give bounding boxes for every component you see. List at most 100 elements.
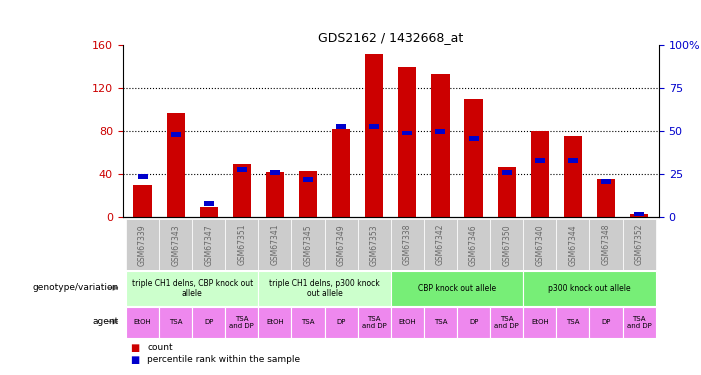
- Bar: [431, 74, 449, 217]
- Text: percentile rank within the sample: percentile rank within the sample: [147, 356, 300, 364]
- Bar: [126, 307, 159, 338]
- Text: DP: DP: [336, 319, 346, 325]
- Bar: [369, 124, 379, 129]
- Bar: [332, 129, 350, 218]
- Bar: [622, 219, 655, 270]
- Bar: [568, 158, 578, 163]
- Bar: [325, 307, 358, 338]
- Text: TSA: TSA: [169, 319, 182, 325]
- Bar: [200, 207, 218, 218]
- Bar: [468, 136, 479, 141]
- Text: genotype/variation: genotype/variation: [33, 284, 119, 292]
- Bar: [502, 170, 512, 175]
- Text: GSM67345: GSM67345: [304, 224, 313, 266]
- Text: TSA: TSA: [301, 319, 315, 325]
- Bar: [523, 219, 557, 270]
- Bar: [402, 130, 412, 135]
- Bar: [237, 167, 247, 172]
- Text: agent: agent: [93, 317, 119, 326]
- Bar: [634, 211, 644, 216]
- Title: GDS2162 / 1432668_at: GDS2162 / 1432668_at: [318, 31, 463, 44]
- Text: GSM67340: GSM67340: [536, 224, 544, 266]
- Bar: [225, 307, 259, 338]
- Bar: [630, 214, 648, 217]
- Text: DP: DP: [601, 319, 611, 325]
- Bar: [167, 113, 185, 218]
- Text: ■: ■: [130, 343, 139, 353]
- Text: GSM67350: GSM67350: [502, 224, 511, 266]
- Bar: [270, 170, 280, 175]
- Bar: [424, 307, 457, 338]
- Text: GSM67351: GSM67351: [238, 224, 246, 266]
- Text: TSA: TSA: [434, 319, 447, 325]
- Text: TSA: TSA: [566, 319, 580, 325]
- Text: GSM67349: GSM67349: [336, 224, 346, 266]
- Text: ■: ■: [130, 355, 139, 365]
- Bar: [523, 271, 655, 306]
- Bar: [137, 174, 147, 178]
- Text: triple CH1 delns, CBP knock out
allele: triple CH1 delns, CBP knock out allele: [132, 279, 253, 298]
- Bar: [365, 54, 383, 217]
- Bar: [435, 129, 445, 134]
- Text: GSM67341: GSM67341: [271, 224, 280, 266]
- Text: count: count: [147, 344, 173, 352]
- Text: GSM67338: GSM67338: [403, 224, 412, 266]
- Bar: [535, 158, 545, 163]
- Bar: [159, 307, 192, 338]
- Text: EtOH: EtOH: [134, 319, 151, 325]
- Bar: [225, 219, 259, 270]
- Bar: [336, 124, 346, 129]
- Bar: [170, 132, 181, 137]
- Bar: [424, 219, 457, 270]
- Bar: [126, 219, 159, 270]
- Text: GSM67342: GSM67342: [436, 224, 445, 266]
- Bar: [557, 307, 590, 338]
- Text: DP: DP: [204, 319, 213, 325]
- Text: p300 knock out allele: p300 knock out allele: [548, 284, 631, 293]
- Text: GSM67348: GSM67348: [601, 224, 611, 266]
- Bar: [259, 271, 391, 306]
- Text: EtOH: EtOH: [266, 319, 284, 325]
- Bar: [490, 307, 523, 338]
- Bar: [192, 219, 225, 270]
- Bar: [325, 219, 358, 270]
- Bar: [259, 219, 292, 270]
- Text: GSM67343: GSM67343: [171, 224, 180, 266]
- Bar: [358, 307, 391, 338]
- Text: DP: DP: [469, 319, 478, 325]
- Bar: [133, 185, 151, 218]
- Bar: [204, 201, 214, 206]
- Bar: [192, 307, 225, 338]
- Bar: [292, 219, 325, 270]
- Bar: [391, 219, 424, 270]
- Text: GSM67344: GSM67344: [569, 224, 578, 266]
- Text: EtOH: EtOH: [398, 319, 416, 325]
- Bar: [159, 219, 192, 270]
- Bar: [622, 307, 655, 338]
- Bar: [523, 307, 557, 338]
- Bar: [126, 271, 259, 306]
- Text: GSM67353: GSM67353: [369, 224, 379, 266]
- Text: CBP knock out allele: CBP knock out allele: [418, 284, 496, 293]
- Bar: [266, 172, 284, 217]
- Text: GSM67346: GSM67346: [469, 224, 478, 266]
- Bar: [457, 307, 490, 338]
- Bar: [391, 271, 523, 306]
- Text: GSM67352: GSM67352: [634, 224, 644, 266]
- Text: TSA
and DP: TSA and DP: [229, 316, 254, 328]
- Bar: [564, 136, 582, 218]
- Bar: [590, 307, 622, 338]
- Bar: [303, 177, 313, 182]
- Text: GSM67347: GSM67347: [204, 224, 213, 266]
- Bar: [465, 99, 483, 218]
- Bar: [457, 219, 490, 270]
- Bar: [597, 179, 615, 218]
- Text: TSA
and DP: TSA and DP: [362, 316, 387, 328]
- Text: triple CH1 delns, p300 knock
out allele: triple CH1 delns, p300 knock out allele: [269, 279, 380, 298]
- Text: EtOH: EtOH: [531, 319, 549, 325]
- Bar: [259, 307, 292, 338]
- Bar: [557, 219, 590, 270]
- Text: TSA
and DP: TSA and DP: [627, 316, 651, 328]
- Bar: [498, 167, 516, 218]
- Bar: [292, 307, 325, 338]
